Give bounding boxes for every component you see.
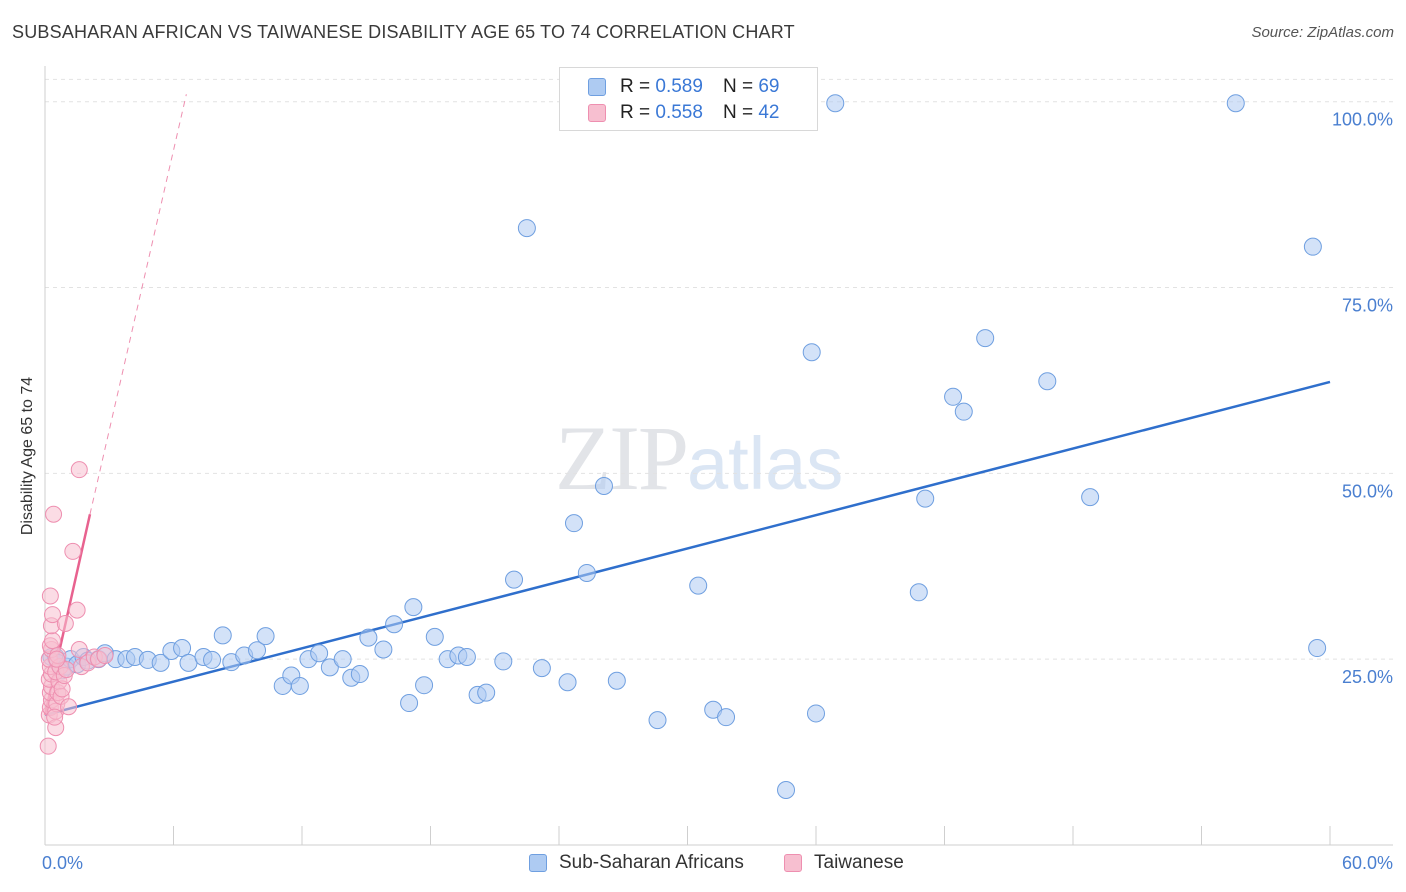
point-taiwanese-0 bbox=[39, 737, 57, 755]
point-subsaharan-70 bbox=[1081, 488, 1100, 507]
point-subsaharan-63 bbox=[826, 94, 845, 113]
point-subsaharan-48 bbox=[505, 570, 524, 589]
point-subsaharan-51 bbox=[558, 673, 577, 692]
series-legend-subsaharan: Sub-Saharan Africans bbox=[529, 852, 744, 874]
point-taiwanese-38 bbox=[96, 646, 114, 664]
point-taiwanese-15 bbox=[41, 587, 59, 605]
point-subsaharan-60 bbox=[777, 780, 796, 799]
point-taiwanese-16 bbox=[45, 505, 63, 523]
point-taiwanese-28 bbox=[56, 615, 74, 633]
legend-r-label: R = bbox=[620, 76, 651, 97]
swatch-pink-icon bbox=[784, 854, 802, 872]
point-subsaharan-40 bbox=[415, 676, 434, 695]
point-subsaharan-17 bbox=[173, 639, 192, 658]
point-subsaharan-18 bbox=[179, 653, 198, 672]
legend-n-label: N = bbox=[722, 76, 754, 97]
point-taiwanese-12 bbox=[43, 632, 61, 650]
watermark: ZIPatlas bbox=[555, 405, 843, 511]
legend-r-value: 0.558 bbox=[655, 102, 703, 123]
source-credit: Source: ZipAtlas.com bbox=[1251, 24, 1394, 41]
swatch-blue-icon bbox=[588, 78, 606, 96]
point-subsaharan-21 bbox=[213, 626, 232, 645]
point-taiwanese-39 bbox=[70, 461, 88, 479]
point-subsaharan-24 bbox=[248, 641, 267, 660]
point-subsaharan-68 bbox=[976, 329, 995, 348]
point-subsaharan-50 bbox=[532, 659, 551, 678]
point-subsaharan-61 bbox=[802, 343, 821, 362]
point-taiwanese-32 bbox=[68, 601, 86, 619]
point-subsaharan-73 bbox=[1308, 639, 1327, 658]
point-subsaharan-64 bbox=[909, 583, 928, 602]
point-subsaharan-39 bbox=[404, 598, 423, 617]
point-subsaharan-57 bbox=[689, 576, 708, 595]
point-subsaharan-67 bbox=[954, 402, 973, 421]
point-subsaharan-15 bbox=[151, 653, 170, 672]
point-subsaharan-53 bbox=[577, 563, 596, 582]
point-subsaharan-32 bbox=[333, 650, 352, 669]
gridlines bbox=[45, 78, 1393, 660]
y-tick-label-75: 75.0% bbox=[1342, 296, 1393, 316]
trend-extension-taiwanese bbox=[89, 94, 187, 515]
point-taiwanese-33 bbox=[70, 641, 88, 659]
point-subsaharan-56 bbox=[648, 711, 667, 730]
legend-r-value: 0.589 bbox=[655, 76, 703, 97]
point-subsaharan-47 bbox=[494, 652, 513, 671]
point-subsaharan-71 bbox=[1226, 94, 1245, 113]
watermark-atlas: atlas bbox=[687, 422, 844, 505]
x-tick-label-max: 60.0% bbox=[1342, 853, 1393, 873]
legend-n-label: N = bbox=[722, 102, 754, 123]
point-subsaharan-34 bbox=[350, 665, 369, 684]
point-subsaharan-31 bbox=[320, 658, 339, 677]
legend-row-subsaharan: R = 0.589 N = 69 bbox=[588, 75, 779, 99]
point-subsaharan-66 bbox=[944, 387, 963, 406]
legend-r-label: R = bbox=[620, 102, 651, 123]
swatch-pink-icon bbox=[588, 104, 606, 122]
point-subsaharan-46 bbox=[477, 683, 496, 702]
point-subsaharan-65 bbox=[916, 489, 935, 508]
point-subsaharan-59 bbox=[717, 708, 736, 727]
point-subsaharan-69 bbox=[1038, 372, 1057, 391]
point-taiwanese-40 bbox=[46, 708, 64, 726]
chart-title: SUBSAHARAN AFRICAN VS TAIWANESE DISABILI… bbox=[12, 22, 795, 42]
point-subsaharan-20 bbox=[203, 650, 222, 669]
swatch-blue-icon bbox=[529, 854, 547, 872]
series-legend-taiwanese: Taiwanese bbox=[784, 852, 904, 874]
trend-line-subsaharan bbox=[44, 380, 1331, 717]
point-subsaharan-41 bbox=[425, 627, 444, 646]
point-subsaharan-55 bbox=[607, 671, 626, 690]
point-taiwanese-31 bbox=[64, 542, 82, 560]
point-subsaharan-72 bbox=[1303, 237, 1322, 256]
point-taiwanese-41 bbox=[48, 650, 66, 668]
point-subsaharan-49 bbox=[517, 219, 536, 238]
point-subsaharan-36 bbox=[374, 640, 393, 659]
point-subsaharan-38 bbox=[400, 694, 419, 713]
point-subsaharan-54 bbox=[594, 477, 613, 496]
point-subsaharan-44 bbox=[457, 647, 476, 666]
data-points bbox=[39, 94, 1327, 799]
tick-labels: 25.0% 50.0% 75.0% 100.0% 0.0% 60.0% bbox=[42, 110, 1393, 873]
point-subsaharan-62 bbox=[807, 704, 825, 723]
point-subsaharan-52 bbox=[564, 514, 583, 533]
point-subsaharan-35 bbox=[359, 628, 378, 647]
series-name-taiwanese: Taiwanese bbox=[814, 852, 904, 873]
point-subsaharan-30 bbox=[310, 644, 329, 663]
series-name-subsaharan: Sub-Saharan Africans bbox=[559, 852, 744, 873]
point-subsaharan-28 bbox=[290, 676, 309, 695]
trend-lines bbox=[43, 94, 1331, 717]
legend-row-taiwanese: R = 0.558 N = 42 bbox=[588, 101, 779, 125]
x-tick-label-min: 0.0% bbox=[42, 853, 83, 873]
point-taiwanese-14 bbox=[43, 606, 61, 624]
y-tick-label-100: 100.0% bbox=[1332, 110, 1393, 130]
y-tick-label-50: 50.0% bbox=[1342, 481, 1393, 501]
point-subsaharan-25 bbox=[256, 627, 275, 646]
stats-legend: R = 0.589 N = 69 R = 0.558 N = 42 bbox=[559, 67, 818, 131]
axes bbox=[44, 66, 1393, 846]
point-subsaharan-37 bbox=[385, 615, 404, 634]
y-tick-label-25: 25.0% bbox=[1342, 667, 1393, 687]
legend-n-value: 42 bbox=[758, 102, 780, 123]
watermark-zip: ZIP bbox=[555, 407, 689, 509]
point-taiwanese-30 bbox=[60, 698, 78, 716]
legend-n-value: 69 bbox=[758, 76, 780, 97]
